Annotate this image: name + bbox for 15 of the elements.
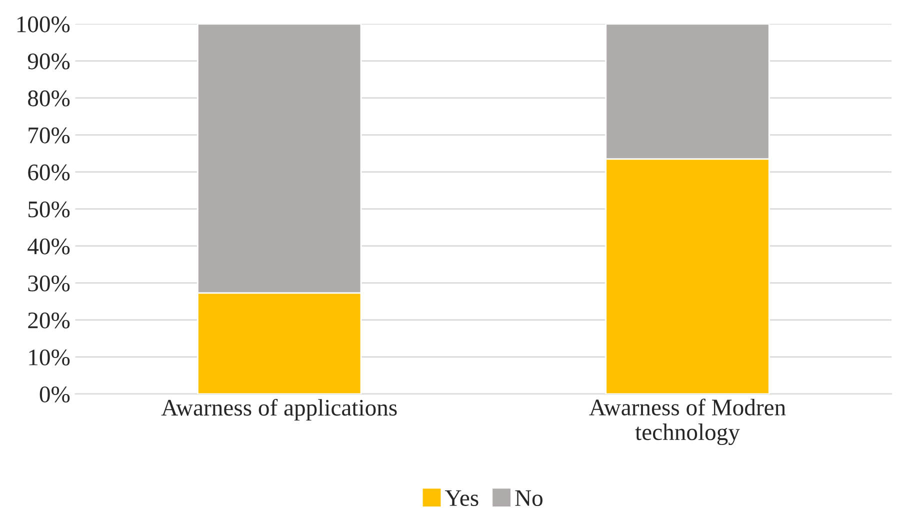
y-tick-label: 70% <box>28 127 70 144</box>
y-tick-label: 50% <box>28 201 70 218</box>
x-tick-label: Awarness of applications <box>161 398 397 421</box>
y-tick-label: 30% <box>28 275 70 292</box>
y-tick-label: 100% <box>17 16 70 32</box>
y-tick-label: 20% <box>28 312 70 328</box>
y-tick-label: 10% <box>29 349 70 366</box>
y-tick-label: 90% <box>28 53 70 70</box>
y-tick-label: 0% <box>40 386 70 403</box>
y-tick-label: 60% <box>28 164 70 180</box>
legend-label: Yes <box>445 490 478 506</box>
y-tick-label: 80% <box>28 90 70 106</box>
legend-label: No <box>515 490 542 506</box>
x-tick-label: Awarness of Modren technology <box>589 398 786 446</box>
y-tick-label: 40% <box>28 238 70 254</box>
